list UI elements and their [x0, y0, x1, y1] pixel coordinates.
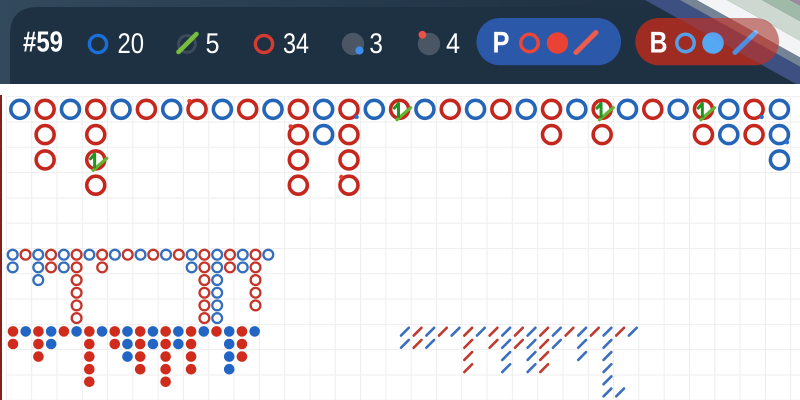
- svg-text:#59: #59: [23, 27, 63, 59]
- svg-text:34: 34: [283, 28, 309, 60]
- svg-text:20: 20: [118, 28, 145, 60]
- svg-text:5: 5: [206, 28, 220, 60]
- svg-text:P: P: [493, 27, 510, 60]
- svg-text:4: 4: [446, 28, 460, 60]
- svg-text:3: 3: [369, 28, 383, 60]
- svg-text:B: B: [650, 27, 668, 60]
